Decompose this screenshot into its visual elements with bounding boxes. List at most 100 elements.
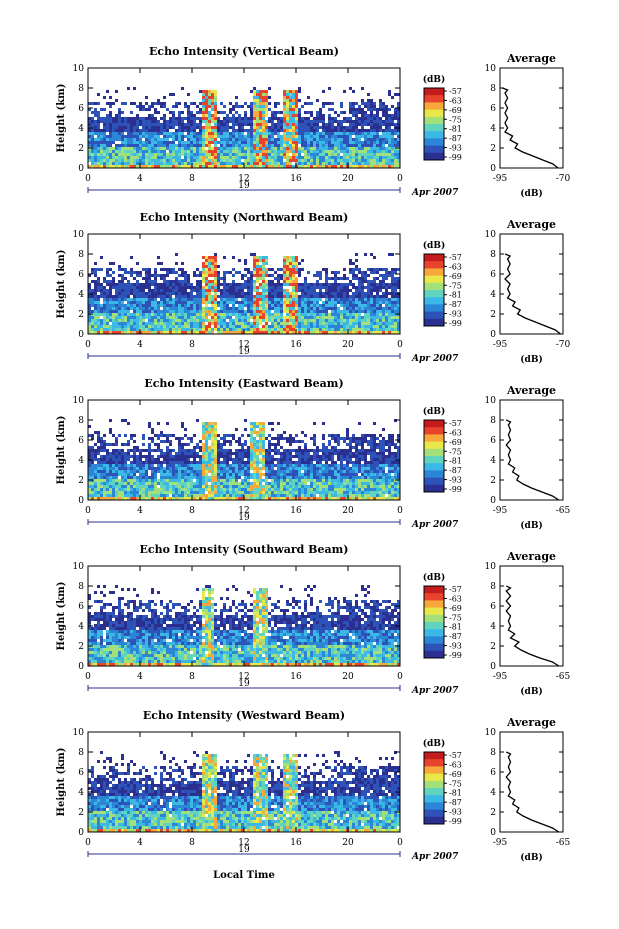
- heatmap-cell: [208, 132, 211, 135]
- heatmap-cell: [373, 162, 376, 165]
- heatmap-cell: [175, 461, 178, 464]
- heatmap-cell: [133, 283, 136, 286]
- heatmap-cell: [187, 111, 190, 114]
- heatmap-cell: [142, 117, 145, 120]
- heatmap-cell: [199, 322, 202, 325]
- heatmap-cell: [127, 443, 130, 446]
- heatmap-cell: [139, 289, 142, 292]
- heatmap-cell: [97, 147, 100, 150]
- heatmap-cell: [205, 99, 208, 102]
- heatmap-cell: [163, 491, 166, 494]
- heatmap-cell: [127, 319, 130, 322]
- heatmap-cell: [172, 141, 175, 144]
- heatmap-cell: [205, 298, 208, 301]
- heatmap-cell: [109, 280, 112, 283]
- heatmap-cell: [115, 120, 118, 123]
- heatmap-cell: [388, 304, 391, 307]
- heatmap-cell: [226, 328, 229, 331]
- heatmap-cell: [391, 295, 394, 298]
- heatmap-cell: [334, 120, 337, 123]
- heatmap-cell: [370, 280, 373, 283]
- heatmap-cell: [298, 126, 301, 129]
- heatmap-cell: [151, 310, 154, 313]
- heatmap-cell: [148, 328, 151, 331]
- heatmap-cell: [88, 117, 91, 120]
- heatmap-cell: [172, 322, 175, 325]
- heatmap-cell: [97, 446, 100, 449]
- heatmap-cell: [130, 165, 133, 168]
- heatmap-cell: [352, 129, 355, 132]
- heatmap-cell: [325, 277, 328, 280]
- heatmap-cell: [172, 304, 175, 307]
- heatmap-cell: [259, 331, 262, 334]
- heatmap-cell: [202, 99, 205, 102]
- heatmap-cell: [121, 165, 124, 168]
- heatmap-cell: [181, 491, 184, 494]
- heatmap-cell: [148, 286, 151, 289]
- heatmap-cell: [199, 111, 202, 114]
- heatmap-cell: [391, 292, 394, 295]
- heatmap-cell: [151, 153, 154, 156]
- heatmap-cell: [313, 322, 316, 325]
- heatmap-cell: [163, 476, 166, 479]
- heatmap-cell: [157, 446, 160, 449]
- heatmap-cell: [178, 485, 181, 488]
- heatmap-cell: [346, 144, 349, 147]
- heatmap-cell: [331, 117, 334, 120]
- heatmap-cell: [160, 304, 163, 307]
- heatmap-cell: [169, 440, 172, 443]
- heatmap-cell: [349, 262, 352, 265]
- heatmap-cell: [289, 162, 292, 165]
- heatmap-cell: [319, 322, 322, 325]
- heatmap-cell: [100, 322, 103, 325]
- heatmap-cell: [235, 147, 238, 150]
- heatmap-cell: [184, 328, 187, 331]
- heatmap-cell: [154, 470, 157, 473]
- heatmap-cell: [187, 310, 190, 313]
- heatmap-cell: [298, 271, 301, 274]
- heatmap-cell: [355, 159, 358, 162]
- heatmap-cell: [391, 165, 394, 168]
- heatmap-cell: [298, 153, 301, 156]
- heatmap-cell: [154, 491, 157, 494]
- heatmap-cell: [247, 129, 250, 132]
- heatmap-cell: [223, 132, 226, 135]
- heatmap-cell: [166, 286, 169, 289]
- heatmap-cell: [184, 479, 187, 482]
- heatmap-cell: [346, 159, 349, 162]
- heatmap-cell: [91, 322, 94, 325]
- heatmap-cell: [343, 325, 346, 328]
- heatmap-cell: [124, 141, 127, 144]
- heatmap-cell: [325, 159, 328, 162]
- heatmap-cell: [145, 476, 148, 479]
- heatmap-cell: [199, 147, 202, 150]
- heatmap-cell: [175, 277, 178, 280]
- heatmap-cell: [388, 253, 391, 256]
- heatmap-cell: [316, 325, 319, 328]
- heatmap-cell: [316, 319, 319, 322]
- heatmap-cell: [292, 301, 295, 304]
- heatmap-cell: [364, 156, 367, 159]
- heatmap-cell: [349, 156, 352, 159]
- heatmap-cell: [220, 150, 223, 153]
- y-tick-label: 10: [73, 230, 85, 240]
- heatmap-cell: [250, 277, 253, 280]
- heatmap-cell: [148, 443, 151, 446]
- heatmap-cell: [286, 165, 289, 168]
- heatmap-cell: [259, 150, 262, 153]
- heatmap-cell: [244, 153, 247, 156]
- heatmap-cell: [277, 298, 280, 301]
- heatmap-cell: [286, 292, 289, 295]
- heatmap-cell: [286, 153, 289, 156]
- heatmap-cell: [307, 289, 310, 292]
- heatmap-cell: [91, 102, 94, 105]
- heatmap-cell: [247, 159, 250, 162]
- heatmap-cell: [139, 476, 142, 479]
- heatmap-cell: [235, 165, 238, 168]
- heatmap-cell: [214, 271, 217, 274]
- heatmap-cell: [295, 120, 298, 123]
- heatmap-cell: [394, 298, 397, 301]
- heatmap-cell: [328, 156, 331, 159]
- x-tick-label: 16: [290, 340, 302, 350]
- heatmap-cell: [337, 313, 340, 316]
